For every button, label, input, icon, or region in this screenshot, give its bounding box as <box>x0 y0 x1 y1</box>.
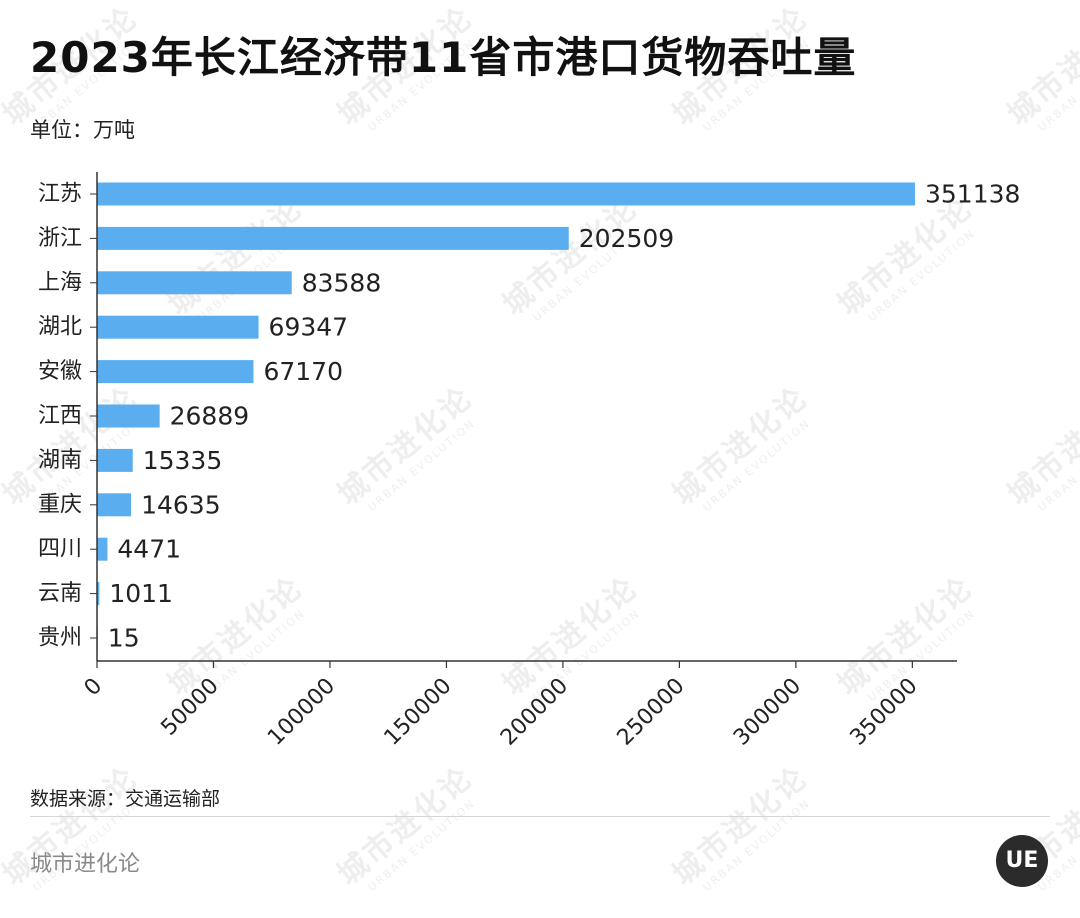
category-label: 湖南 <box>38 448 82 473</box>
x-tick-label: 200000 <box>496 674 573 751</box>
category-label: 上海 <box>38 270 82 295</box>
data-label: 67170 <box>263 357 343 386</box>
brand-logo-icon: UE <box>996 835 1048 887</box>
bar <box>97 315 259 339</box>
x-tick-label: 100000 <box>263 674 340 751</box>
x-tick-label: 0 <box>80 674 108 702</box>
data-source: 数据来源：交通运输部 <box>30 788 221 810</box>
bar <box>97 448 133 472</box>
category-label: 重庆 <box>38 492 82 517</box>
category-label: 贵州 <box>38 626 82 651</box>
bar <box>97 226 569 250</box>
x-tick-label: 350000 <box>846 674 923 751</box>
bar <box>97 360 254 384</box>
data-label: 351138 <box>925 180 1020 209</box>
data-label: 202509 <box>579 224 674 253</box>
data-label: 69347 <box>269 313 349 342</box>
category-label: 安徽 <box>38 359 82 384</box>
category-label: 江苏 <box>38 182 82 207</box>
footer-divider <box>30 816 1050 817</box>
watermark-subtext: URBAN EVOLUTION <box>700 796 813 895</box>
bar <box>97 537 108 561</box>
bar <box>97 404 160 428</box>
category-label: 四川 <box>38 537 82 562</box>
category-label: 云南 <box>38 581 82 606</box>
chart-title: 2023年长江经济带11省市港口货物吞吐量 <box>30 33 857 82</box>
watermark-subtext: URBAN EVOLUTION <box>365 796 478 895</box>
bar <box>97 182 915 206</box>
data-label: 83588 <box>302 268 382 297</box>
bar <box>97 271 292 295</box>
category-label: 江西 <box>38 404 82 429</box>
category-label: 湖北 <box>38 315 82 340</box>
x-tick-label: 250000 <box>613 674 690 751</box>
category-label: 浙江 <box>38 226 82 251</box>
x-tick-label: 300000 <box>729 674 806 751</box>
x-tick-label: 150000 <box>380 674 457 751</box>
data-label: 14635 <box>141 490 221 519</box>
data-label: 1011 <box>109 579 173 608</box>
bar <box>97 582 100 606</box>
bar <box>97 493 132 517</box>
data-label: 15335 <box>143 446 223 475</box>
unit-label: 单位：万吨 <box>30 118 135 142</box>
x-tick-label: 50000 <box>157 674 224 741</box>
brand-name: 城市进化论 <box>30 852 141 877</box>
bar-chart: 江苏 351138 浙江 202509 上海 83588 湖北 69347 安徽 67170 江西 2… <box>38 172 1020 751</box>
data-label: 26889 <box>170 402 250 431</box>
data-label: 4471 <box>117 535 181 564</box>
data-label: 15 <box>108 624 140 653</box>
